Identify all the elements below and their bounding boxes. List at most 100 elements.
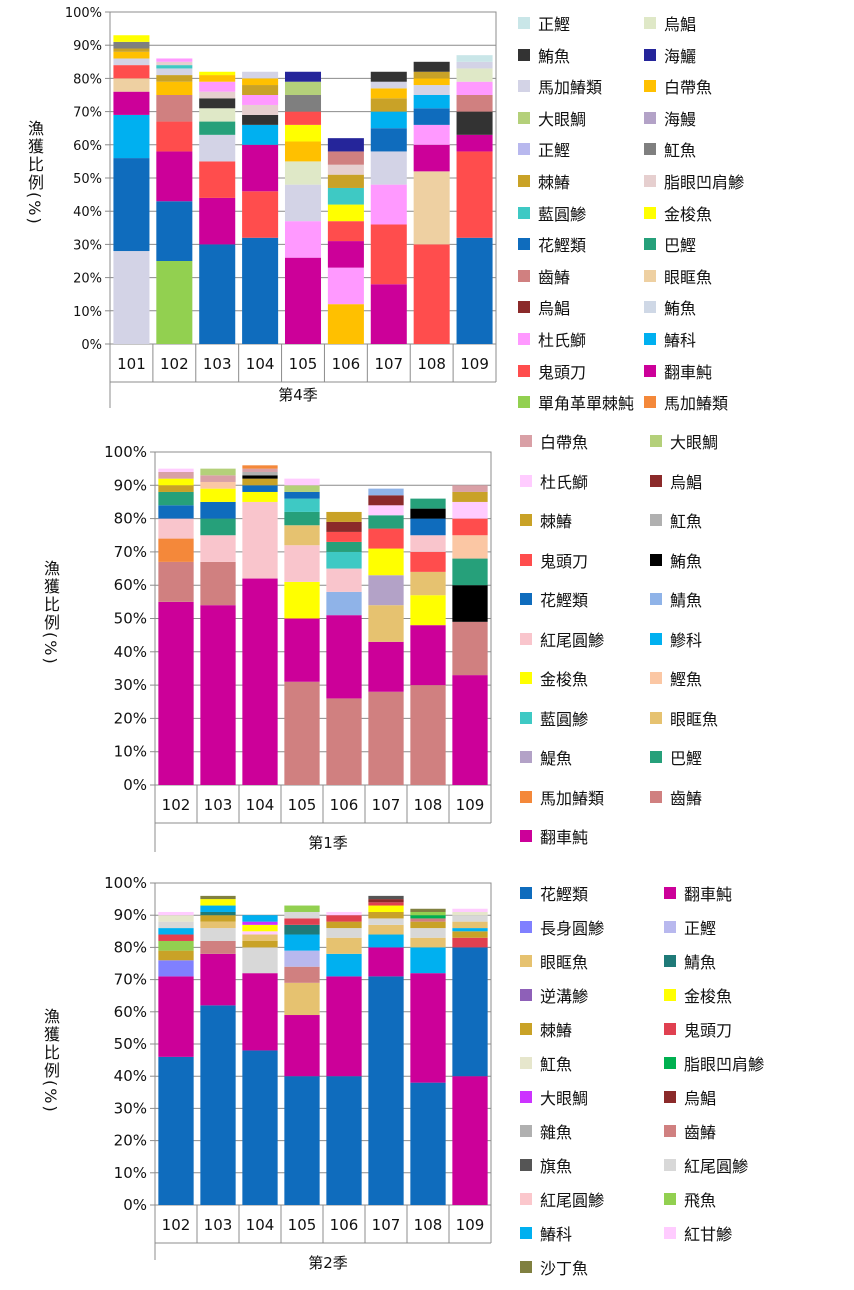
bar-segment xyxy=(199,121,236,135)
x-category-label: 102 xyxy=(162,796,191,814)
bar-segment xyxy=(413,71,450,79)
x-category-label: 109 xyxy=(460,355,489,373)
bar-segment xyxy=(242,478,278,486)
bar-segment xyxy=(242,237,279,344)
legend-label: 花鰹類 xyxy=(540,591,589,610)
legend-swatch xyxy=(520,1193,532,1205)
legend-label: 飛魚 xyxy=(684,1191,717,1210)
bar-segment xyxy=(368,575,404,606)
legend-item: 白帶魚 xyxy=(644,75,712,97)
bar-segment xyxy=(158,491,194,506)
y-tick-label: 0% xyxy=(123,776,147,794)
bar-segment xyxy=(452,911,488,916)
legend-swatch xyxy=(664,1125,676,1137)
bar-segment xyxy=(242,124,279,145)
bar-segment xyxy=(284,905,320,912)
bar-segment xyxy=(410,928,446,938)
bar-segment xyxy=(200,940,236,954)
bar-segment xyxy=(199,75,236,82)
bar-segment xyxy=(199,134,236,162)
bar-segment xyxy=(410,625,446,686)
bar-segment xyxy=(113,251,150,344)
bar-segment xyxy=(452,931,488,938)
legend-item: 鰹魚 xyxy=(650,667,702,689)
bar-segment xyxy=(326,591,362,616)
y-tick-label: 60% xyxy=(114,576,147,594)
bar-segment xyxy=(158,921,194,929)
bar-stack xyxy=(326,511,362,785)
bar-segment xyxy=(156,81,193,95)
legend-swatch xyxy=(520,1159,532,1171)
legend-swatch xyxy=(518,175,530,187)
y-tick-label: 40% xyxy=(114,643,147,661)
bar-segment xyxy=(284,681,320,785)
bar-segment xyxy=(200,518,236,536)
bar-segment xyxy=(326,911,362,916)
legend-item: 花鰹類 xyxy=(520,882,588,904)
bar-segment xyxy=(200,895,236,900)
bar-segment xyxy=(327,221,364,242)
legend-label: 大眼鯛 xyxy=(670,433,719,452)
legend-item: 鰆科 xyxy=(644,328,696,350)
legend-item: 沙丁魚 xyxy=(520,1256,588,1278)
bar-segment xyxy=(200,501,236,519)
bar-segment xyxy=(242,78,279,86)
bar-segment xyxy=(368,515,404,529)
legend-label: 海鱺 xyxy=(664,46,697,66)
bar-segment xyxy=(158,601,194,785)
bar-segment xyxy=(368,905,404,912)
bar-segment xyxy=(326,531,362,542)
legend-label: 魟魚 xyxy=(670,512,703,531)
bar-segment xyxy=(370,111,407,129)
legend-label: 鯖魚 xyxy=(670,591,703,610)
legend-swatch xyxy=(644,364,656,377)
bar-segment xyxy=(242,973,278,1051)
legend-item: 魟魚 xyxy=(650,509,702,531)
legend-label: 白帶魚 xyxy=(664,78,713,98)
bar-segment xyxy=(242,915,278,922)
bar-stack xyxy=(242,465,278,785)
bar-segment xyxy=(242,501,278,579)
y-tick-label: 20% xyxy=(73,272,102,287)
bar-segment xyxy=(326,521,362,532)
bar-segment xyxy=(158,940,194,951)
legend-label: 魟魚 xyxy=(540,1055,573,1074)
bar-segment xyxy=(368,528,404,549)
legend-item: 紅尾圓鯵 xyxy=(520,628,604,650)
legend-label: 烏鯧 xyxy=(664,15,697,34)
legend-swatch xyxy=(518,396,530,409)
bar-segment xyxy=(158,915,194,922)
x-category-label: 106 xyxy=(332,355,361,373)
legend-item: 烏鯧 xyxy=(664,1086,716,1108)
bar-segment xyxy=(156,75,193,82)
legend-label: 馬加鰆類 xyxy=(538,78,603,98)
legend-item: 鰆科 xyxy=(520,1222,572,1244)
x-category-label: 104 xyxy=(246,355,275,373)
legend-label: 沙丁魚 xyxy=(540,1259,589,1278)
bar-stack xyxy=(452,908,488,1205)
bar-segment xyxy=(368,605,404,642)
bar-segment xyxy=(113,114,150,159)
legend-swatch xyxy=(518,364,530,377)
legend-label: 鬼頭刀 xyxy=(540,551,589,571)
y-tick-label: 10% xyxy=(114,1164,147,1182)
bar-segment xyxy=(368,902,404,906)
bar-segment xyxy=(368,918,404,925)
bar-segment xyxy=(368,924,404,935)
bar-segment xyxy=(242,468,278,472)
bar-segment xyxy=(200,928,236,941)
legend-swatch xyxy=(650,672,662,684)
legend-label: 馬加鰆類 xyxy=(540,788,605,808)
y-tick-label: 90% xyxy=(114,906,147,924)
legend-swatch xyxy=(520,751,532,763)
bar-segment xyxy=(199,108,236,122)
legend-label: 金梭魚 xyxy=(540,670,589,689)
legend-swatch xyxy=(650,435,662,447)
bar-stack xyxy=(452,485,488,785)
legend-swatch xyxy=(650,593,662,605)
bar-segment xyxy=(410,921,446,929)
bar-segment xyxy=(370,284,407,344)
bar-segment xyxy=(156,65,193,69)
bar-segment xyxy=(242,114,279,125)
legend-label: 單角革單棘魨 xyxy=(538,394,635,414)
